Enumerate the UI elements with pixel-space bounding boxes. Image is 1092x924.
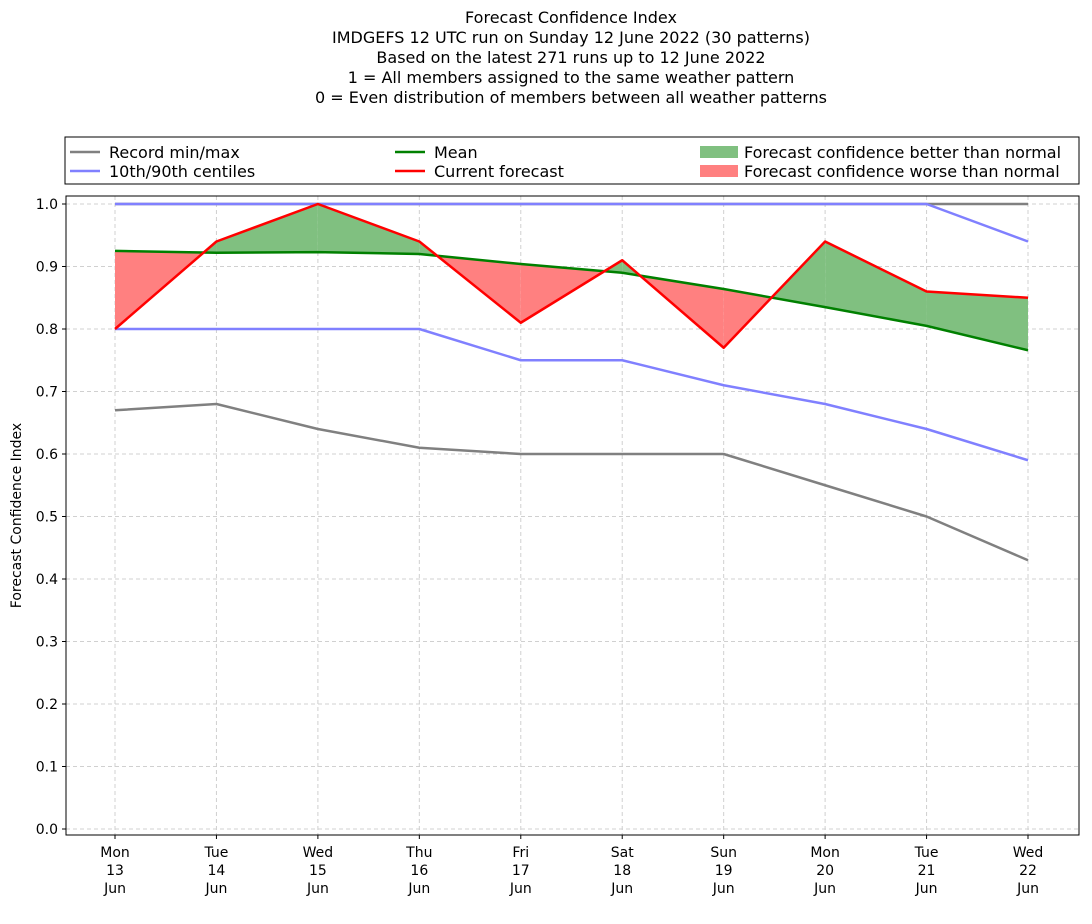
series-line-current bbox=[114, 202, 1029, 349]
x-tick-label: Jun bbox=[1016, 881, 1039, 897]
y-tick-label: 0.5 bbox=[36, 510, 58, 526]
y-tick-label: 0.9 bbox=[36, 260, 58, 276]
legend-label: Forecast confidence worse than normal bbox=[744, 162, 1060, 181]
x-tick-label: Sun bbox=[710, 845, 737, 861]
legend-swatch bbox=[700, 146, 738, 158]
x-tick-label: Jun bbox=[306, 881, 329, 897]
x-tick-label: Jun bbox=[103, 881, 126, 897]
confidence-fill bbox=[771, 241, 826, 308]
x-tick-label: Mon bbox=[100, 845, 130, 861]
x-tick-label: Jun bbox=[813, 881, 836, 897]
x-tick-label: 17 bbox=[512, 863, 530, 879]
series-line-mean bbox=[114, 249, 1029, 352]
confidence-fill bbox=[926, 291, 1028, 351]
x-tick-label: Wed bbox=[1013, 845, 1044, 861]
legend-box bbox=[64, 136, 1080, 185]
x-tick-label: 15 bbox=[309, 863, 327, 879]
legend-label: Current forecast bbox=[434, 162, 564, 181]
title-line: 1 = All members assigned to the same wea… bbox=[347, 68, 795, 87]
title-line: 0 = Even distribution of members between… bbox=[314, 88, 828, 107]
x-tick-label: Jun bbox=[712, 881, 735, 897]
y-tick-label: 1.0 bbox=[36, 197, 58, 213]
x-tick-label: Thu bbox=[405, 845, 432, 861]
x-tick-label: 18 bbox=[613, 863, 631, 879]
series-line-record_min bbox=[114, 402, 1029, 562]
x-tick-label: Jun bbox=[915, 881, 938, 897]
y-axis-label: Forecast Confidence Index bbox=[9, 423, 25, 608]
x-tick-label: Jun bbox=[610, 881, 633, 897]
confidence-fill bbox=[317, 204, 420, 254]
series-line-p90 bbox=[115, 202, 1029, 243]
x-tick-label: Wed bbox=[303, 845, 334, 861]
y-tick-label: 0.1 bbox=[36, 760, 58, 776]
x-tick-label: 22 bbox=[1019, 863, 1037, 879]
x-tick-label: Fri bbox=[512, 845, 529, 861]
y-tick-label: 0.2 bbox=[36, 697, 58, 713]
legend-label: Forecast confidence better than normal bbox=[744, 143, 1061, 162]
x-tick-label: Mon bbox=[810, 845, 840, 861]
y-tick-label: 0.7 bbox=[36, 385, 58, 401]
legend-swatch bbox=[700, 165, 738, 177]
x-tick-label: 21 bbox=[918, 863, 936, 879]
confidence-fill bbox=[825, 241, 927, 326]
legend-label: 10th/90th centiles bbox=[109, 162, 255, 181]
x-tick-label: Jun bbox=[205, 881, 228, 897]
y-tick-label: 0.6 bbox=[36, 447, 58, 463]
confidence-fill bbox=[216, 204, 318, 253]
confidence-fill bbox=[723, 289, 772, 348]
series-line-p10 bbox=[115, 327, 1029, 462]
title-line: Forecast Confidence Index bbox=[465, 8, 677, 27]
legend-label: Mean bbox=[434, 143, 478, 162]
x-tick-label: 14 bbox=[208, 863, 226, 879]
x-tick-label: Jun bbox=[509, 881, 532, 897]
legend-label: Record min/max bbox=[109, 143, 240, 162]
title-line: Based on the latest 271 runs up to 12 Ju… bbox=[376, 48, 766, 67]
y-tick-label: 0.0 bbox=[36, 822, 58, 838]
confidence-fill bbox=[520, 264, 605, 323]
x-tick-label: Jun bbox=[407, 881, 430, 897]
y-tick-label: 0.8 bbox=[36, 322, 58, 338]
title-line: IMDGEFS 12 UTC run on Sunday 12 June 202… bbox=[332, 28, 810, 47]
x-tick-label: 19 bbox=[715, 863, 733, 879]
chart-title: Forecast Confidence Index IMDGEFS 12 UTC… bbox=[0, 8, 1092, 108]
y-tick-label: 0.3 bbox=[36, 635, 58, 651]
plot-frame bbox=[65, 195, 1080, 836]
y-tick-label: 0.4 bbox=[36, 572, 58, 588]
x-tick-label: Tue bbox=[203, 845, 228, 861]
x-tick-label: 16 bbox=[410, 863, 428, 879]
x-tick-label: Tue bbox=[914, 845, 939, 861]
x-tick-label: 13 bbox=[106, 863, 124, 879]
x-tick-label: 20 bbox=[816, 863, 834, 879]
x-tick-label: Sat bbox=[611, 845, 634, 861]
